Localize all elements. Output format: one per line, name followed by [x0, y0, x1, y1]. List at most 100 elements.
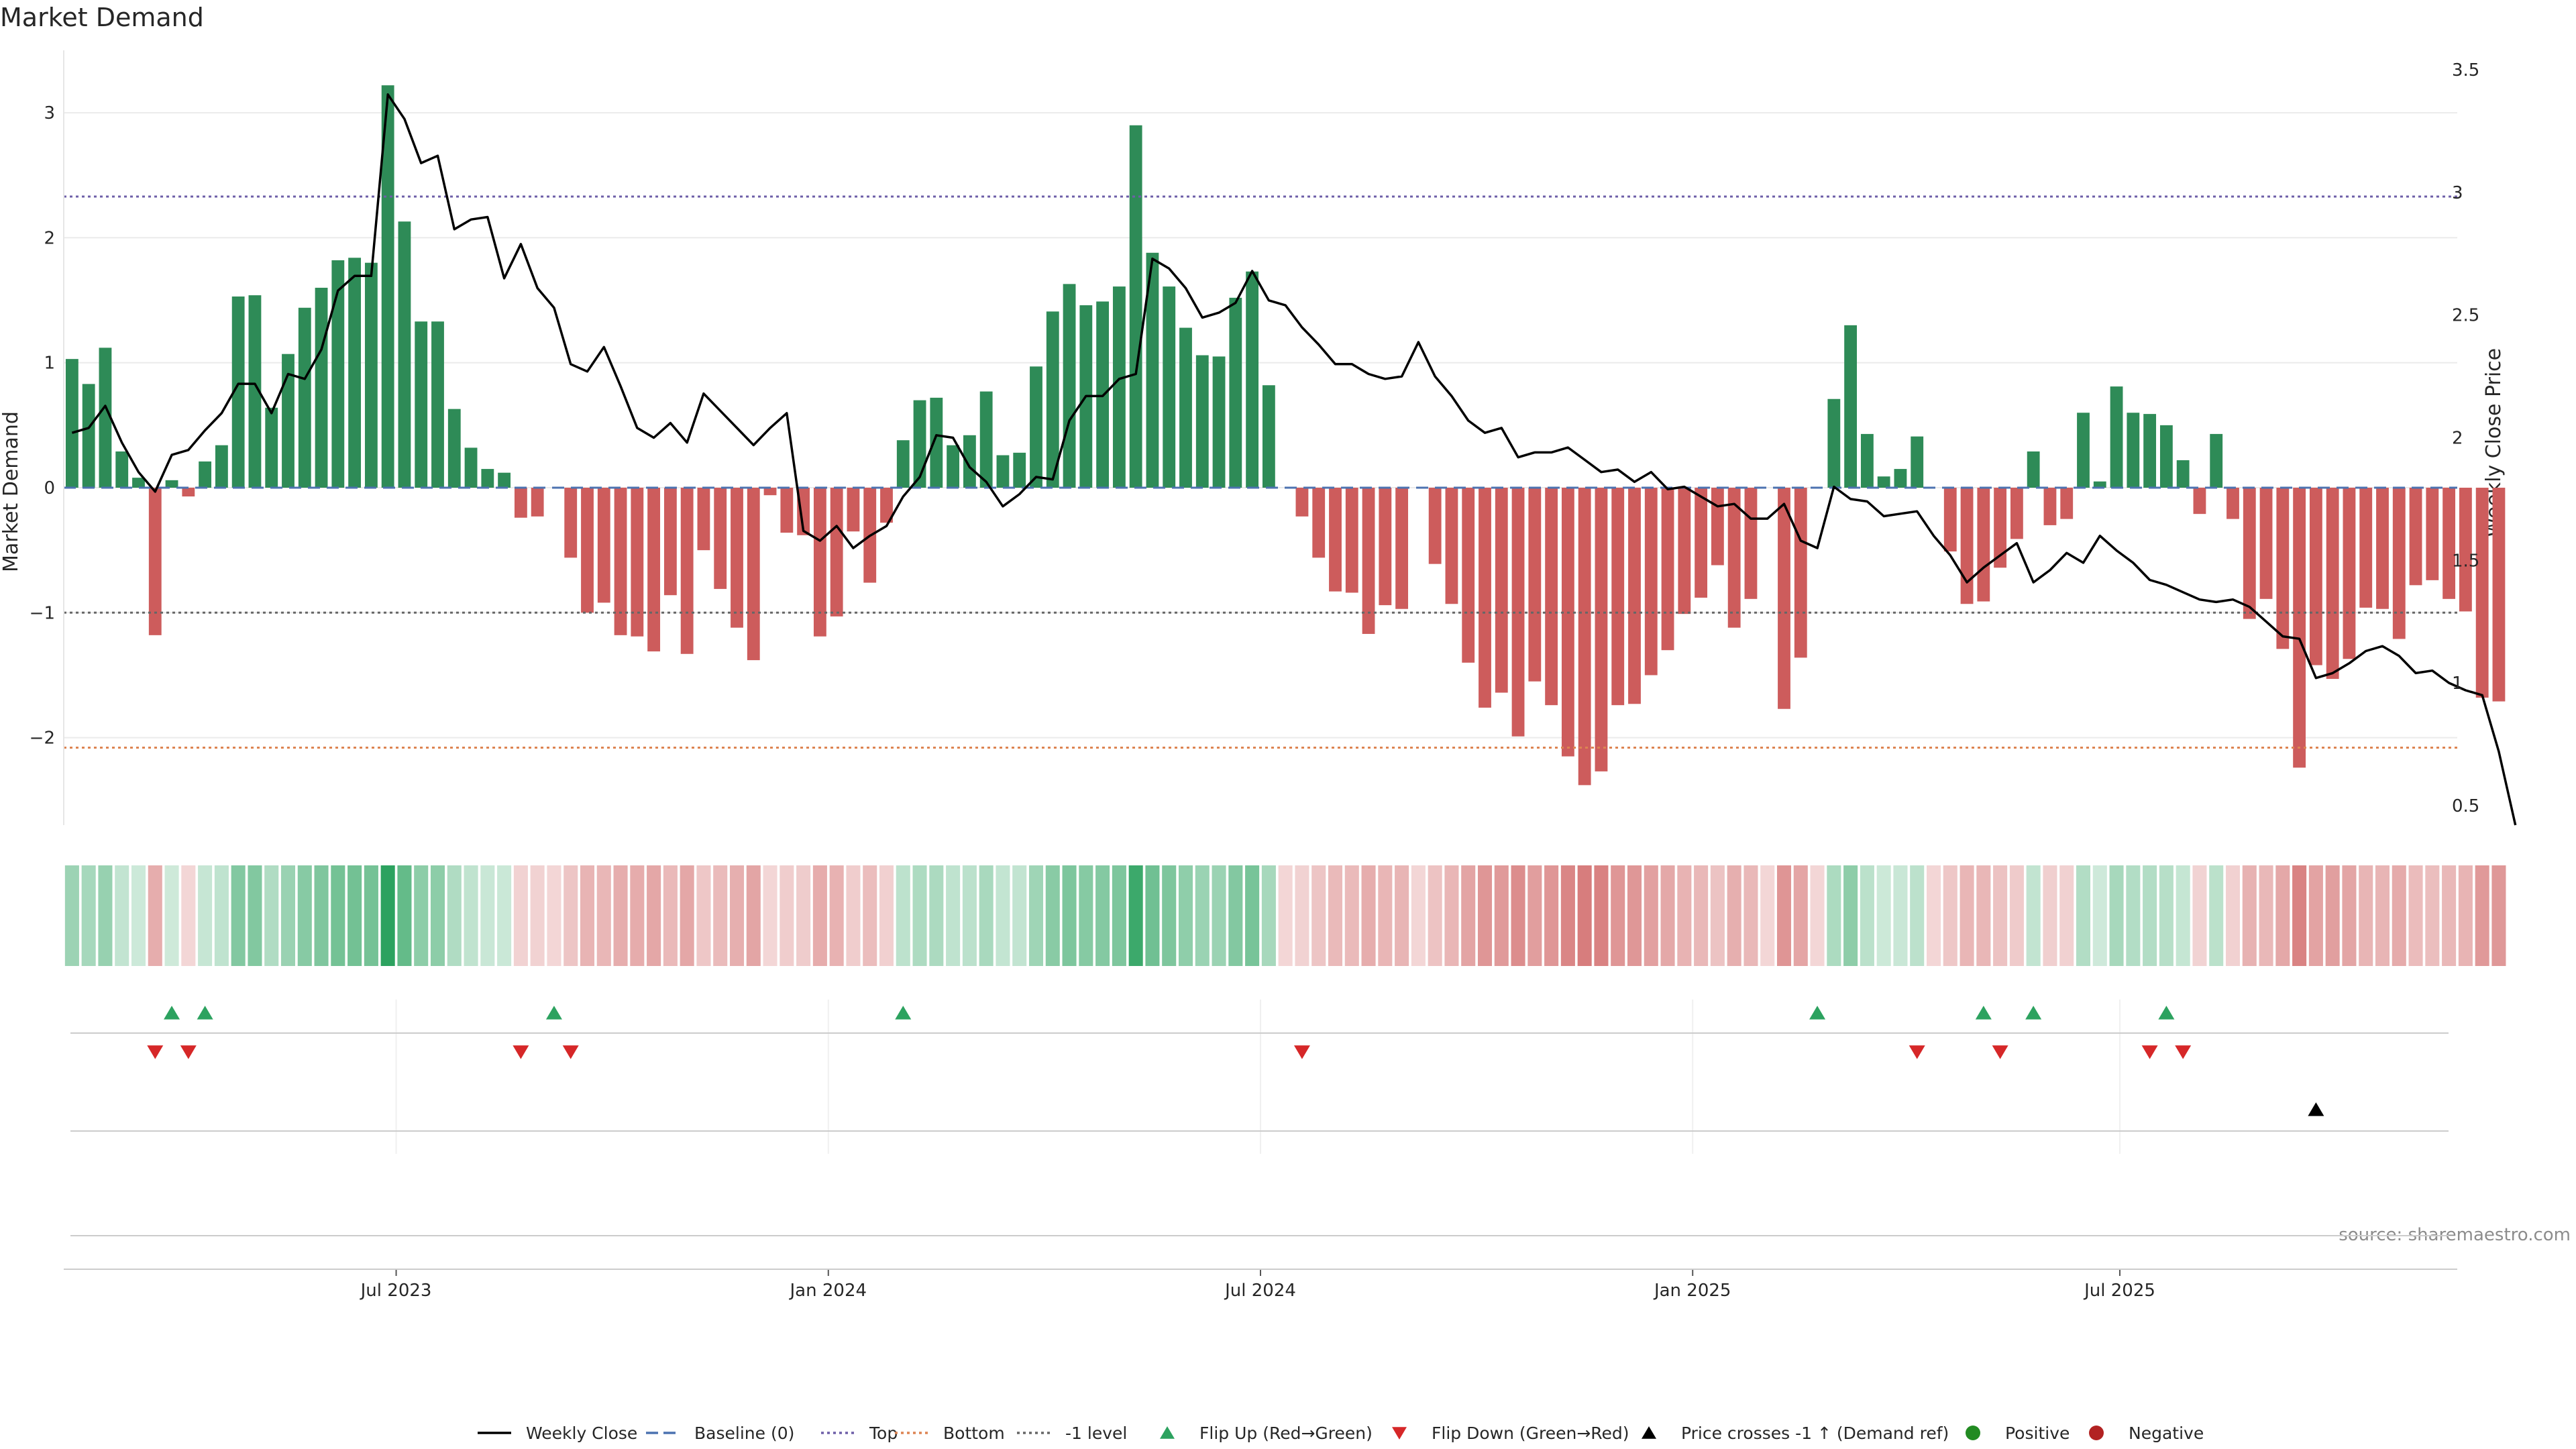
positive-bar	[2110, 386, 2123, 488]
negative-bar	[1329, 488, 1342, 592]
strip-cell	[713, 865, 728, 966]
positive-bar	[464, 447, 478, 488]
strip-cell	[547, 865, 561, 966]
strip-cell	[98, 865, 113, 966]
strip-cell	[2392, 865, 2406, 966]
negative-bar	[1545, 488, 1558, 706]
y-tick-label: 3	[44, 103, 55, 123]
strip-cell	[2259, 865, 2273, 966]
negative-bar	[763, 488, 777, 496]
strip-cell	[1760, 865, 1775, 966]
weekly-close-line	[71, 93, 2517, 826]
strip-cell	[879, 865, 894, 966]
strip-cell	[1428, 865, 1442, 966]
strip-cell	[2026, 865, 2041, 966]
positive-bar	[298, 307, 311, 488]
legend-label: Baseline (0)	[694, 1424, 794, 1443]
strip-cell	[896, 865, 910, 966]
negative-bar	[1960, 488, 1974, 604]
flip-down-marker	[2141, 1045, 2158, 1059]
positive-bar	[381, 85, 394, 488]
strip-cell	[480, 865, 495, 966]
negative-bar	[148, 488, 162, 635]
strip-cell	[1145, 865, 1160, 966]
positive-bar	[498, 472, 511, 488]
strip-cell	[1776, 865, 1792, 966]
strip-cell	[1128, 865, 1143, 966]
negative-bar	[1495, 488, 1508, 693]
strip-cell	[2009, 865, 2024, 966]
y2-tick-label: 0.5	[2452, 796, 2479, 816]
strip-cell	[64, 865, 79, 966]
strip-cell	[1444, 865, 1459, 966]
flip-down-marker	[1909, 1045, 1925, 1059]
strip-cell	[2325, 865, 2340, 966]
strip-cell	[447, 865, 462, 966]
negative-bar	[614, 488, 627, 635]
demand-bars	[65, 85, 2506, 786]
negative-bar	[1428, 488, 1442, 564]
strip-cell	[280, 865, 296, 966]
strip-cell	[1810, 865, 1825, 966]
positive-bar	[1030, 366, 1042, 488]
legend-label: Bottom	[943, 1424, 1005, 1443]
strip-cell	[2442, 865, 2457, 966]
positive-bar	[947, 445, 960, 488]
flip-up-marker	[895, 1006, 912, 1020]
negative-bar	[880, 488, 893, 523]
y-axis-label: Market Demand	[0, 411, 23, 572]
negative-bar	[2426, 488, 2439, 580]
event-markers	[70, 1006, 2449, 1236]
strip-cell	[2092, 865, 2107, 966]
positive-bar	[1894, 469, 1907, 488]
strip-cell	[1295, 865, 1309, 966]
negative-bar	[1727, 488, 1741, 628]
strip-cell	[2242, 865, 2257, 966]
positive-bar	[1911, 436, 1924, 488]
negative-bar	[631, 488, 644, 637]
negative-bar	[2475, 488, 2489, 698]
negative-bar	[847, 488, 860, 532]
strip-cell	[1062, 865, 1077, 966]
y2-tick-label: 3.5	[2452, 60, 2479, 80]
negative-bar	[2409, 488, 2422, 586]
positive-bar	[896, 440, 910, 488]
strip-cell	[2308, 865, 2323, 966]
positive-bar	[1163, 286, 1176, 488]
strip-cell	[1743, 865, 1758, 966]
strip-cell	[380, 865, 395, 966]
legend-label: Top	[869, 1424, 898, 1443]
negative-bar	[1578, 488, 1591, 786]
strip-cell	[1976, 865, 1991, 966]
strip-cell	[746, 865, 761, 966]
positive-bar	[447, 409, 461, 488]
negative-bar	[1628, 488, 1641, 704]
strip-cell	[1660, 865, 1675, 966]
negative-bar	[1379, 488, 1392, 606]
strip-cell	[1378, 865, 1393, 966]
positive-bar	[1112, 286, 1126, 488]
strip-cell	[1594, 865, 1609, 966]
strip-cell	[1511, 865, 1525, 966]
strip-cell	[2109, 865, 2124, 966]
positive-bar	[364, 262, 378, 488]
x-tick-label: Jul 2023	[360, 1281, 432, 1301]
strip-cell	[2342, 865, 2357, 966]
strip-cell	[1527, 865, 1542, 966]
positive-bar	[1146, 252, 1159, 488]
negative-bar	[1661, 488, 1674, 651]
negative-bar	[2443, 488, 2456, 599]
negative-bar	[797, 488, 810, 535]
strip-cell	[214, 865, 229, 966]
axes-layer: −2 −1 0 1 2 3 0.5 1 1.5 2 2.5 3 3.5 Jul 2023 Jan 2024 J…	[30, 50, 2479, 1301]
strip-cell	[231, 865, 246, 966]
positive-bar	[1129, 125, 1142, 488]
strip-cell	[264, 865, 279, 966]
strip-cell	[680, 865, 694, 966]
strip-cell	[1311, 865, 1326, 966]
flip-up-marker	[197, 1006, 213, 1020]
strip-cell	[1926, 865, 1941, 966]
positive-bar	[2143, 414, 2157, 488]
negative-bar	[514, 488, 527, 518]
negative-bar	[2359, 488, 2373, 608]
